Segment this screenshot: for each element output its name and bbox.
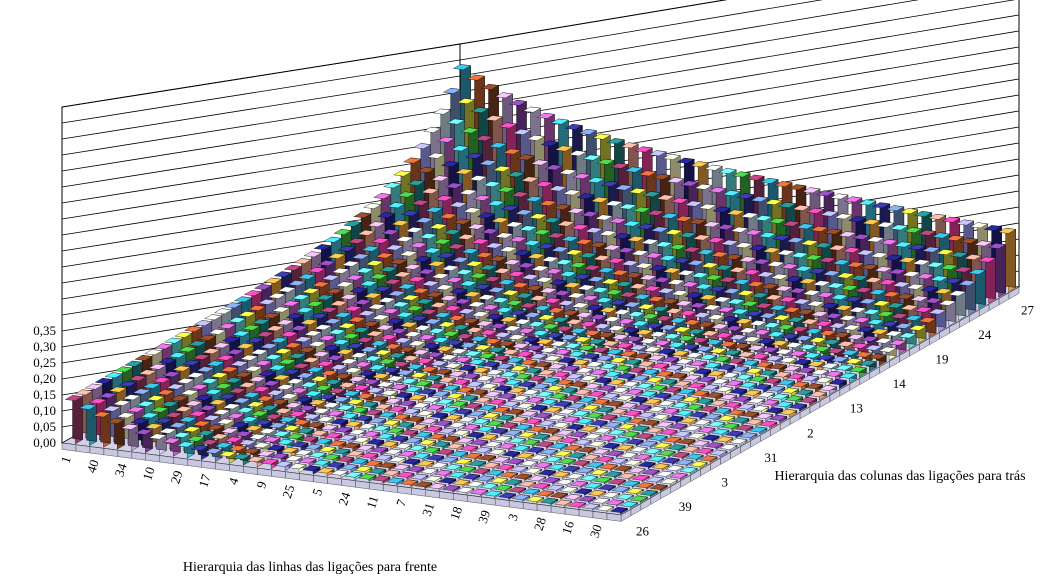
bar-side [86, 403, 97, 442]
gridline [61, 0, 920, 140]
bar-top [522, 106, 542, 113]
bar-top [508, 99, 528, 106]
gridline [61, 0, 727, 108]
bar [106, 418, 126, 450]
chart-bars [64, 64, 1017, 515]
bar-top [452, 64, 472, 70]
gridline [61, 0, 824, 124]
bar [120, 423, 140, 452]
bar-side [72, 395, 83, 440]
bar-top [494, 92, 514, 99]
bar-top [466, 74, 486, 81]
floor-edge-left [606, 512, 622, 522]
floor-edge-right [1008, 286, 1020, 300]
bar-top [480, 84, 500, 90]
